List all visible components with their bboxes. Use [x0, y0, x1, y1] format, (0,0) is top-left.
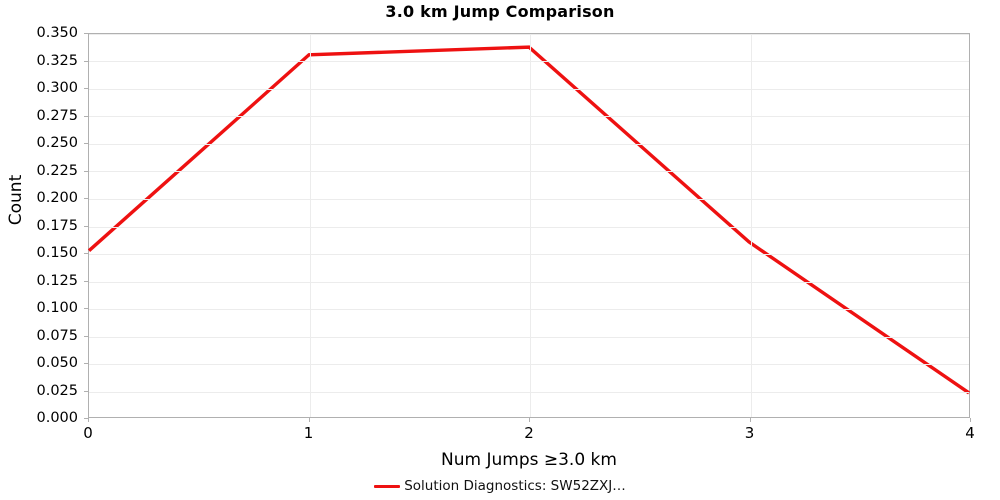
y-tick-label: 0.050 — [36, 355, 78, 371]
y-tick-label: 0.275 — [36, 107, 78, 124]
y-tick-label: 0.150 — [36, 245, 78, 261]
y-tick-label: 0.000 — [36, 410, 78, 426]
gridline-horizontal — [89, 227, 969, 228]
gridline-vertical — [310, 34, 311, 417]
x-tick-mark — [970, 418, 971, 422]
x-tick-label: 1 — [303, 424, 314, 442]
y-tick-label: 0.025 — [36, 382, 78, 399]
x-tick-mark — [308, 418, 310, 422]
y-tick-label: 0.075 — [36, 327, 78, 344]
plot-area — [88, 33, 970, 418]
gridline-horizontal — [89, 392, 969, 393]
x-tick-label: 0 — [83, 424, 93, 442]
y-tick-mark — [84, 390, 88, 392]
y-tick-label: 0.175 — [36, 217, 78, 234]
gridline-horizontal — [89, 199, 969, 200]
y-tick-label: 0.350 — [36, 25, 78, 41]
y-tick-label: 0.250 — [36, 135, 78, 151]
x-tick-mark — [88, 418, 89, 422]
y-tick-mark — [84, 280, 88, 282]
x-tick-label: 3 — [744, 424, 755, 442]
y-tick-mark — [84, 143, 88, 144]
gridline-horizontal — [89, 61, 969, 62]
y-tick-mark — [84, 225, 88, 227]
y-tick-mark — [84, 335, 88, 337]
gridline-vertical — [751, 34, 752, 417]
y-tick-label: 0.100 — [36, 300, 78, 316]
y-tick-mark — [84, 363, 88, 364]
series-line-chart — [89, 34, 969, 417]
legend-line-swatch — [374, 484, 401, 488]
gridline-horizontal — [89, 282, 969, 283]
y-tick-label: 0.225 — [36, 162, 78, 179]
y-tick-label: 0.325 — [36, 52, 78, 69]
gridline-horizontal — [89, 171, 969, 172]
y-tick-mark — [84, 253, 88, 254]
gridline-horizontal — [89, 116, 969, 117]
gridline-horizontal — [89, 254, 969, 255]
x-axis-label: Num Jumps ≥3.0 km — [441, 450, 617, 470]
gridline-vertical — [530, 34, 531, 417]
gridline-horizontal — [89, 34, 969, 35]
y-tick-mark — [84, 33, 88, 34]
gridline-horizontal — [89, 144, 969, 145]
y-tick-mark — [84, 88, 88, 89]
y-tick-mark — [84, 170, 88, 172]
y-tick-mark — [84, 60, 88, 62]
chart-legend: Solution Diagnostics: SW52ZXJ… — [0, 478, 1000, 494]
series-line — [89, 47, 969, 393]
gridline-horizontal — [89, 364, 969, 365]
y-tick-mark — [84, 115, 88, 117]
x-tick-label: 4 — [965, 424, 975, 442]
legend-item[interactable]: Solution Diagnostics: SW52ZXJ… — [374, 478, 626, 494]
y-tick-label: 0.300 — [36, 80, 78, 96]
chart-title: 3.0 km Jump Comparison — [385, 2, 615, 21]
y-tick-label: 0.125 — [36, 272, 78, 289]
x-tick-mark — [749, 418, 751, 422]
y-tick-mark — [84, 198, 88, 199]
y-tick-mark — [84, 308, 88, 309]
x-tick-label: 2 — [524, 424, 534, 442]
y-tick-label: 0.200 — [36, 190, 78, 206]
gridline-horizontal — [89, 337, 969, 338]
y-tick-mark — [84, 418, 88, 419]
gridline-horizontal — [89, 309, 969, 310]
x-tick-mark — [529, 418, 530, 422]
gridline-horizontal — [89, 89, 969, 90]
legend-label: Solution Diagnostics: SW52ZXJ… — [404, 478, 626, 494]
